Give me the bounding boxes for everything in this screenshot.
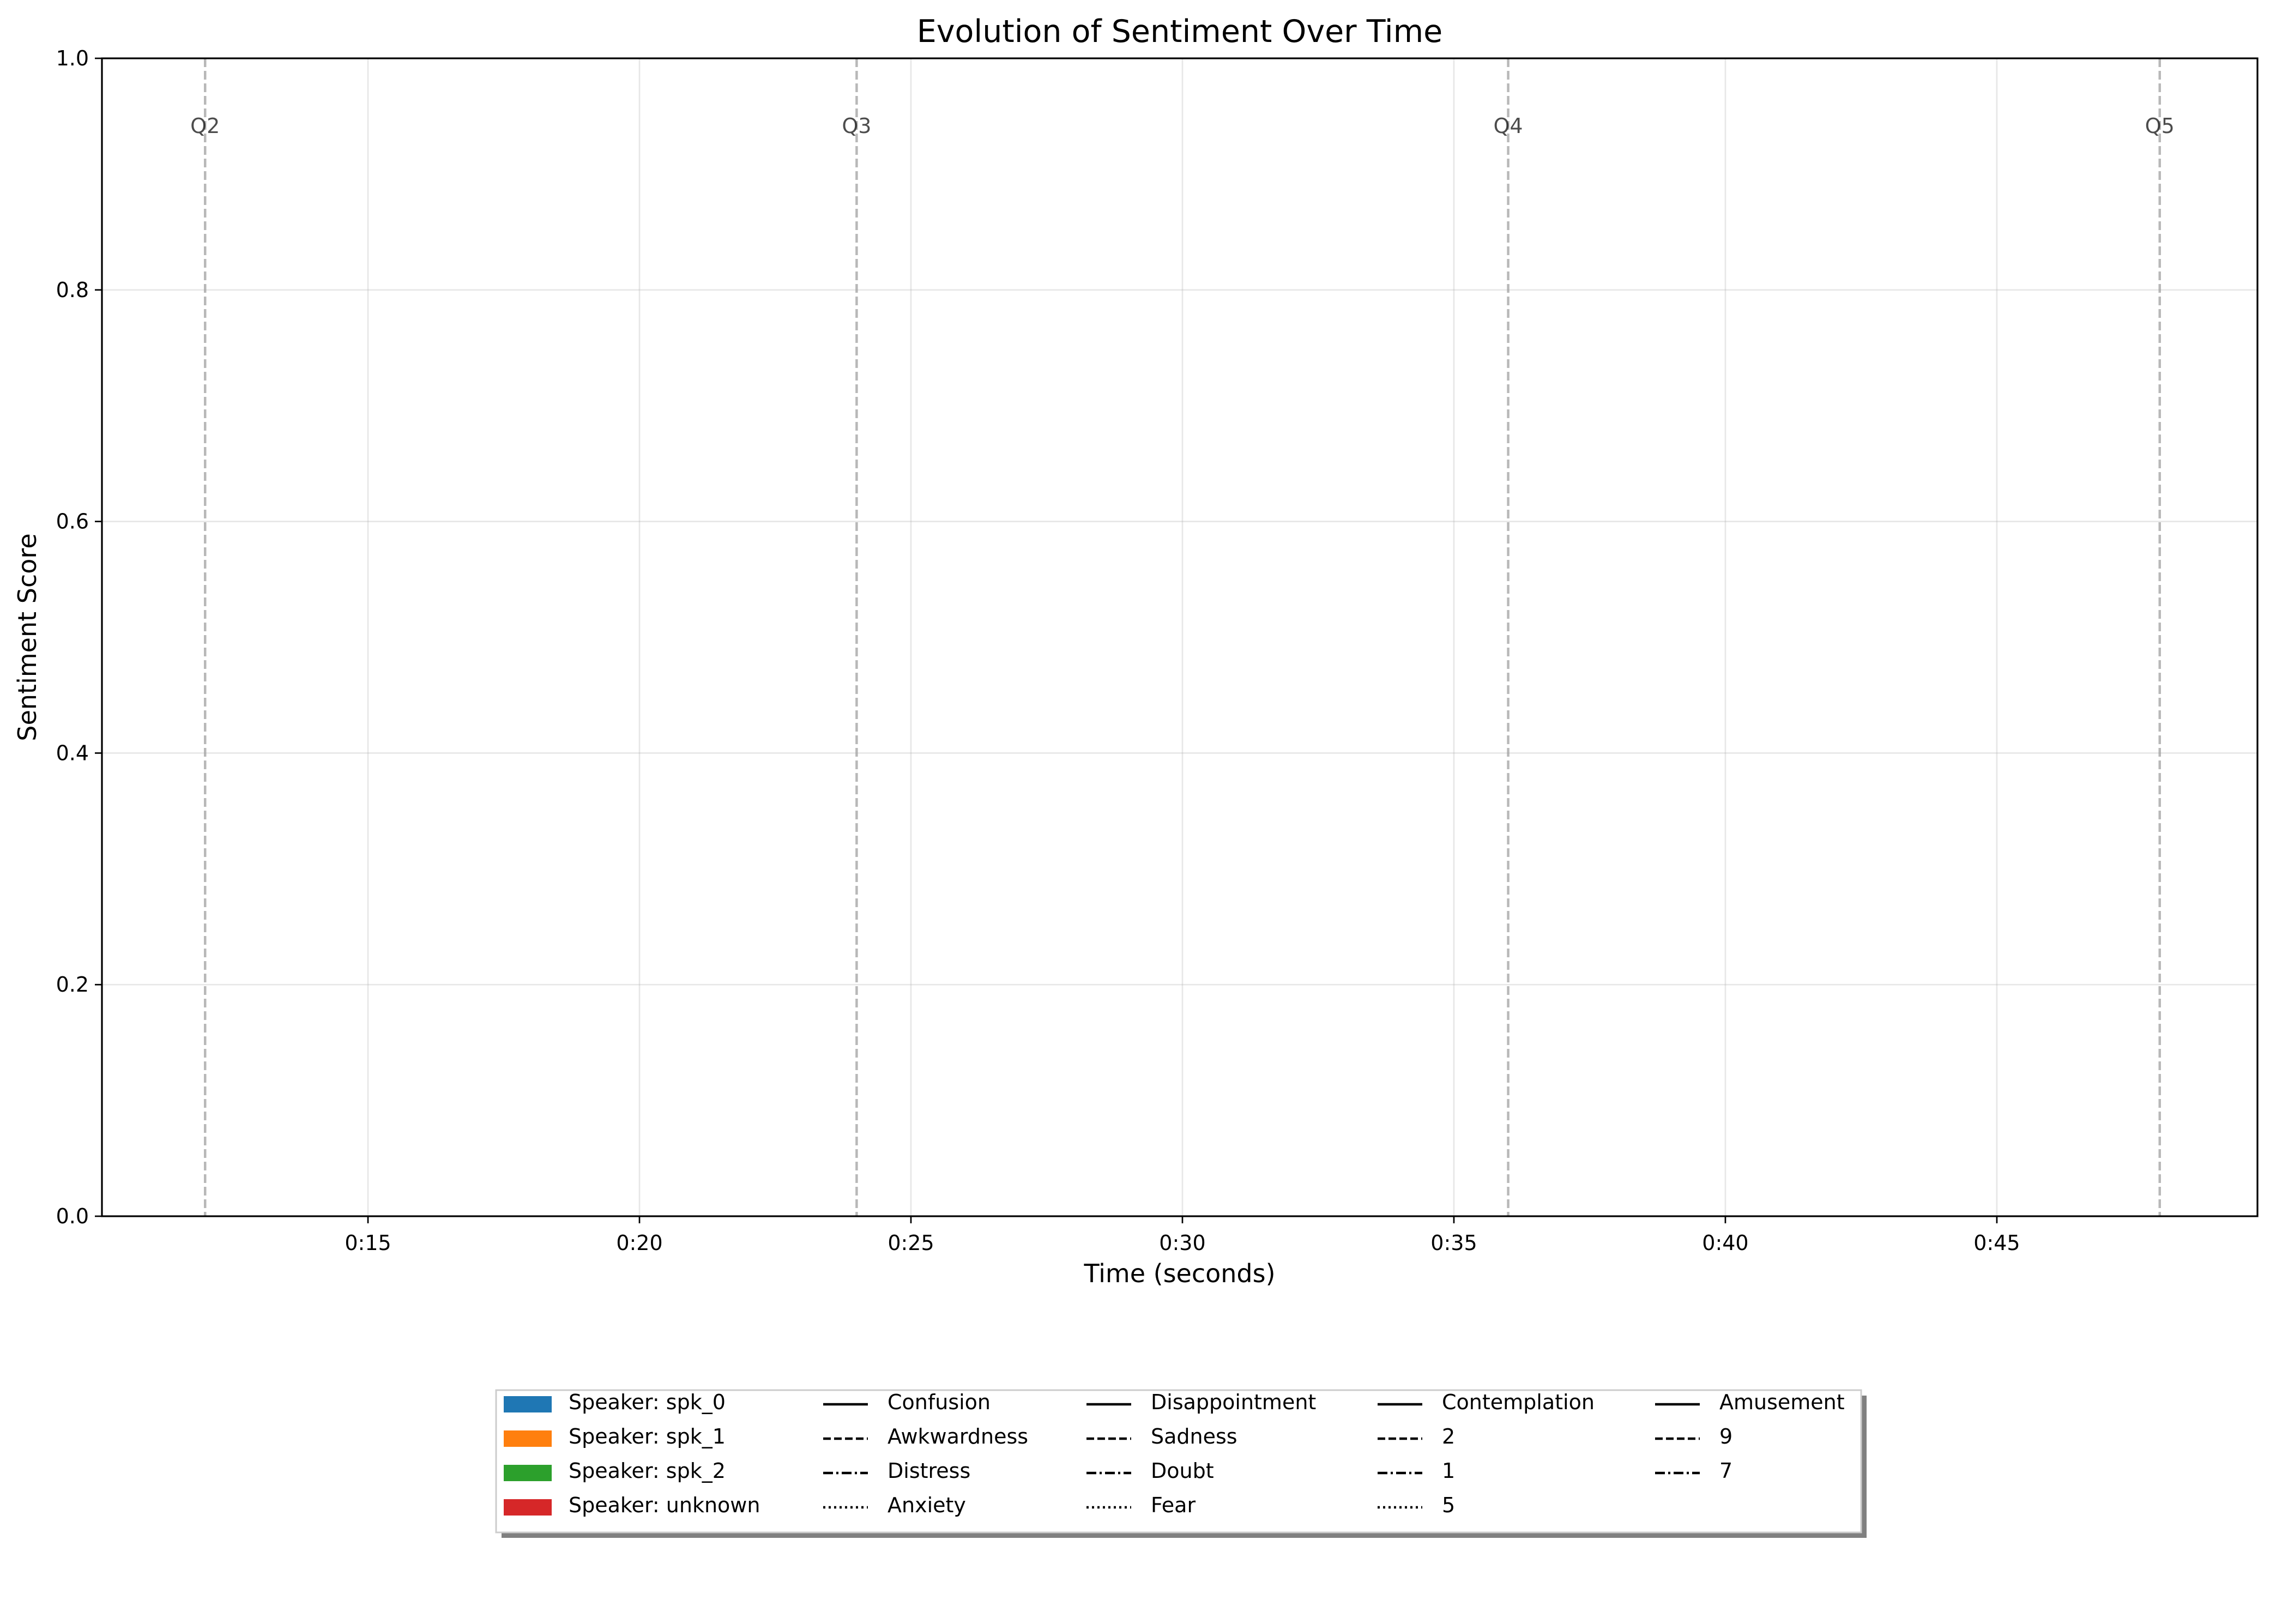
x-tick-label: 0:30: [1159, 1231, 1205, 1255]
plot-frame: [101, 57, 2259, 1217]
legend-emotion-label: Contemplation: [1442, 1390, 1595, 1414]
x-tick-label: 0:15: [345, 1231, 391, 1255]
legend-emotion-label: Doubt: [1151, 1459, 1214, 1483]
question-marker-label: Q4: [1494, 114, 1523, 138]
x-tick-label: 0:25: [888, 1231, 934, 1255]
x-axis-label: Time (seconds): [1083, 1259, 1275, 1288]
legend-emotion-label: 1: [1442, 1459, 1455, 1483]
legend-emotion-label: 2: [1442, 1424, 1455, 1448]
legend-emotion-label: Confusion: [888, 1390, 991, 1414]
legend-emotion-label: Sadness: [1151, 1424, 1237, 1448]
legend-emotion-label: Awkwardness: [888, 1424, 1028, 1448]
legend-emotion-label: Disappointment: [1151, 1390, 1316, 1414]
legend-speaker-label: Speaker: spk_1: [569, 1424, 726, 1448]
y-tick-label: 1.0: [56, 46, 89, 70]
y-tick-label: 0.4: [56, 741, 89, 765]
legend: Speaker: spk_0 Speaker: spk_1 Speaker: spk…: [495, 1389, 1867, 1538]
legend-speaker-swatch: [504, 1465, 552, 1481]
y-tick-label: 0.6: [56, 510, 89, 534]
tick-layer: 0:15 0:20 0:25 0:30 0:35 0:40 0:45 0.0 0.2 0.4 0.6…: [56, 46, 2020, 1255]
x-tick-label: 0:40: [1702, 1231, 1748, 1255]
legend-emotion-label: Anxiety: [888, 1493, 966, 1517]
question-marker-label: Q5: [2145, 114, 2175, 138]
legend-speaker-label: Speaker: spk_2: [569, 1459, 726, 1483]
y-axis-label: Sentiment Score: [13, 533, 42, 741]
legend-emotion-label: 7: [1719, 1459, 1732, 1483]
question-marker-label: Q2: [190, 114, 220, 138]
legend-speaker-swatch: [504, 1430, 552, 1447]
x-tick-label: 0:35: [1430, 1231, 1477, 1255]
legend-emotion-label: 5: [1442, 1493, 1455, 1517]
question-marker-label: Q3: [842, 114, 871, 138]
legend-speaker-label: Speaker: unknown: [569, 1493, 760, 1517]
legend-emotion-label: Amusement: [1719, 1390, 1845, 1414]
legend-emotion-label: 9: [1719, 1424, 1732, 1448]
y-tick-label: 0.2: [56, 973, 89, 997]
y-tick-label: 0.8: [56, 278, 89, 302]
legend-emotion-label: Fear: [1151, 1493, 1196, 1517]
chart-title: Evolution of Sentiment Over Time: [917, 14, 1442, 50]
x-tick-label: 0:20: [616, 1231, 662, 1255]
x-tick-label: 0:45: [1973, 1231, 2020, 1255]
legend-speaker-label: Speaker: spk_0: [569, 1390, 726, 1414]
legend-speaker-swatch: [504, 1499, 552, 1516]
legend-box: [495, 1389, 1862, 1534]
y-tick-label: 0.0: [56, 1204, 89, 1228]
question-marker-layer: Q2 Q3 Q4 Q5: [190, 58, 2175, 1216]
legend-emotion-label: Distress: [888, 1459, 970, 1483]
legend-speaker-swatch: [504, 1396, 552, 1412]
